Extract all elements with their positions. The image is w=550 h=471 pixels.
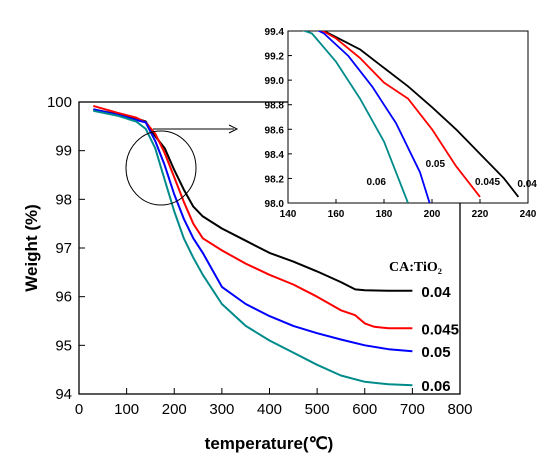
main-x-tick-label-6: 600 [352, 401, 377, 418]
main-y-tick-label-2: 96 [55, 289, 72, 306]
inset-series-line-3 [302, 31, 409, 203]
inset-series-line-0 [322, 31, 520, 198]
inset-series-label-2: 0.05 [426, 159, 446, 170]
inset-y-tick-label-7: 99.4 [265, 27, 285, 38]
inset-series-line-2 [317, 31, 431, 203]
inset-x-tick-label-0: 140 [280, 209, 297, 220]
inset-y-tick-label-4: 98.8 [265, 101, 285, 112]
main-x-tick-label-1: 100 [114, 401, 139, 418]
main-series-label-2: 0.05 [421, 344, 450, 361]
inset-series-label-0: 0.04 [517, 179, 537, 190]
inset-x-ticks: 140 160 180 200 220 240 [280, 199, 537, 220]
main-x-tick-label-4: 400 [257, 401, 282, 418]
main-series-label-0: 0.04 [421, 284, 451, 301]
inset-x-tick-label-4: 220 [472, 209, 489, 220]
main-series-label-1: 0.045 [421, 321, 459, 338]
main-series-group [93, 104, 413, 387]
inset-series-line-1 [321, 31, 481, 198]
main-series-labels: 0.04 0.045 0.05 0.06 [421, 284, 459, 395]
main-x-ticks: 0 100 200 300 400 500 600 700 800 [75, 388, 473, 418]
main-x-tick-label-3: 300 [209, 401, 234, 418]
zoom-circle [125, 130, 197, 206]
main-x-tick-label-0: 0 [75, 401, 83, 418]
main-y-tick-label-0: 94 [55, 386, 72, 403]
x-axis-title: temperature(℃) [205, 434, 334, 453]
main-series-line-1 [93, 104, 413, 330]
main-x-tick-label-8: 800 [447, 401, 472, 418]
main-plot: 0 100 200 300 400 500 600 700 800 94 95 96 97 98 99 10… [22, 94, 473, 453]
legend-title: CA:TiO₂ [389, 260, 442, 275]
inset-y-ticks: 98.0 98.2 98.4 98.6 98.8 99.0 99.2 99.4 [265, 27, 292, 210]
zoom-arrow-head [228, 124, 239, 134]
inset-x-tick-label-3: 200 [424, 209, 441, 220]
inset-plot: 140 160 180 200 220 240 98.098.298.498.698.89… [265, 27, 538, 220]
main-y-tick-label-6: 100 [47, 94, 72, 111]
main-series-line-2 [93, 108, 413, 353]
inset-plot-background [288, 31, 528, 203]
main-x-tick-label-2: 200 [162, 401, 187, 418]
inset-y-tick-label-1: 98.2 [265, 174, 285, 185]
main-series-line-3 [93, 109, 413, 387]
main-y-ticks: 94 95 96 97 98 99 100 [47, 94, 85, 403]
main-y-tick-label-5: 99 [55, 143, 72, 160]
main-y-tick-label-1: 95 [55, 337, 72, 354]
main-x-tick-label-7: 700 [400, 401, 425, 418]
inset-series-label-3: 0.06 [367, 177, 387, 188]
inset-y-tick-label-0: 98.0 [265, 199, 285, 210]
inset-series-label-1: 0.045 [475, 177, 500, 188]
inset-x-tick-label-2: 180 [376, 209, 393, 220]
inset-y-tick-label-3: 98.6 [265, 125, 285, 136]
main-y-tick-label-3: 97 [55, 240, 72, 257]
main-series-label-3: 0.06 [421, 378, 450, 395]
inset-y-tick-label-5: 99.0 [265, 76, 285, 87]
main-x-tick-label-5: 500 [305, 401, 330, 418]
inset-y-tick-label-2: 98.4 [265, 150, 285, 161]
inset-x-tick-label-1: 160 [328, 209, 345, 220]
inset-series-group [302, 31, 520, 203]
inset-y-tick-label-6: 99.2 [265, 52, 285, 63]
y-axis-title: Weight (%) [22, 204, 41, 292]
inset-x-tick-label-5: 240 [520, 209, 537, 220]
inset-series-labels: 0.04 0.045 0.05 0.06 [367, 159, 538, 190]
main-y-tick-label-4: 98 [55, 191, 72, 208]
